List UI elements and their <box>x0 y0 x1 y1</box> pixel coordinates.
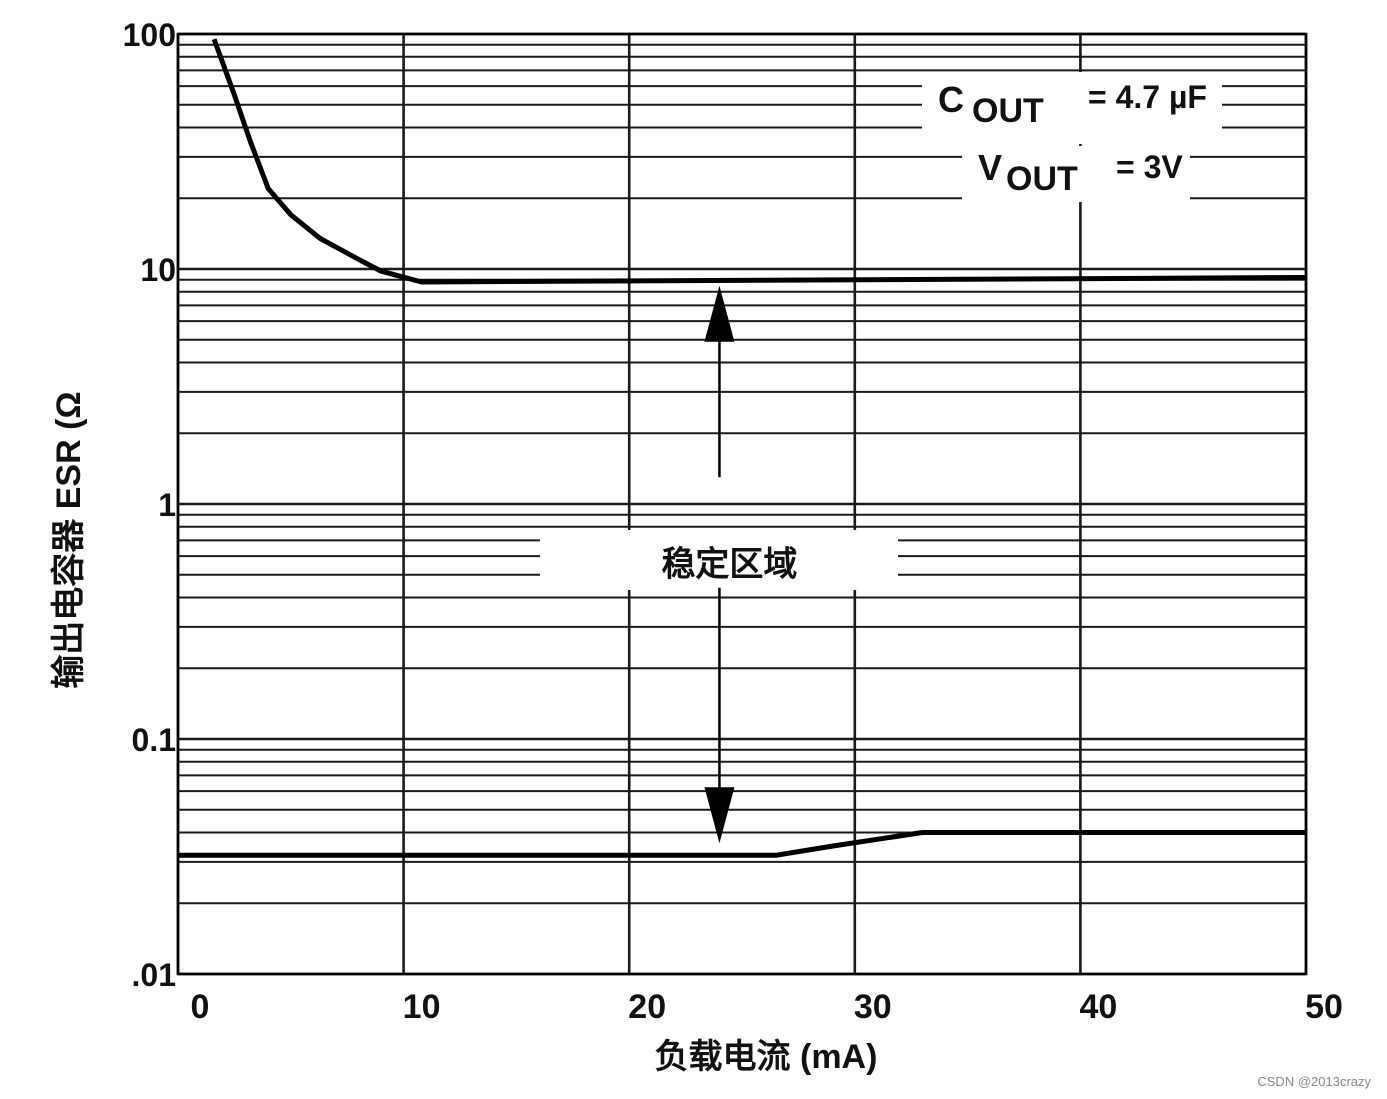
annotation-vout-subscript: OUT <box>1006 160 1078 198</box>
y-axis-title: 输出电容器 ESR (Ω <box>50 391 88 688</box>
y-tick-label: 10 <box>140 252 176 288</box>
watermark-text: CSDN @2013crazy <box>1257 1074 1371 1089</box>
x-tick-label: 50 <box>1305 988 1343 1026</box>
plot-frame <box>176 32 1308 976</box>
annotation-cout-letter: C <box>938 79 964 120</box>
x-tick-label: 20 <box>628 988 666 1026</box>
x-axis-title: 负载电流 (mA) <box>655 1038 878 1076</box>
x-tick-label: 10 <box>403 988 441 1026</box>
series-line-upper-bound <box>211 38 1307 285</box>
region-label: 稳定区域 <box>661 546 797 584</box>
annotation-vout-value: = 3V <box>1116 149 1183 185</box>
series-line-lower-bound <box>178 830 1306 858</box>
arrow-up-head <box>704 285 735 342</box>
y-tick-label: .01 <box>132 957 176 993</box>
region-label-background <box>540 530 898 590</box>
annotation-vout-background <box>962 146 1190 202</box>
y-tick-label: 100 <box>123 17 176 53</box>
annotation-cout-subscript: OUT <box>972 92 1044 130</box>
arrow-down-head <box>704 787 735 844</box>
y-tick-label: 0.1 <box>132 722 176 758</box>
annotation-vout-letter: V <box>978 147 1002 188</box>
annotation-cout-background <box>922 72 1222 144</box>
x-tick-label: 40 <box>1079 988 1117 1026</box>
x-tick-label: 0 <box>191 988 210 1026</box>
annotation-cout-value: = 4.7 µF <box>1088 79 1207 115</box>
x-tick-label: 30 <box>854 988 892 1026</box>
y-tick-label: 1 <box>158 487 176 523</box>
